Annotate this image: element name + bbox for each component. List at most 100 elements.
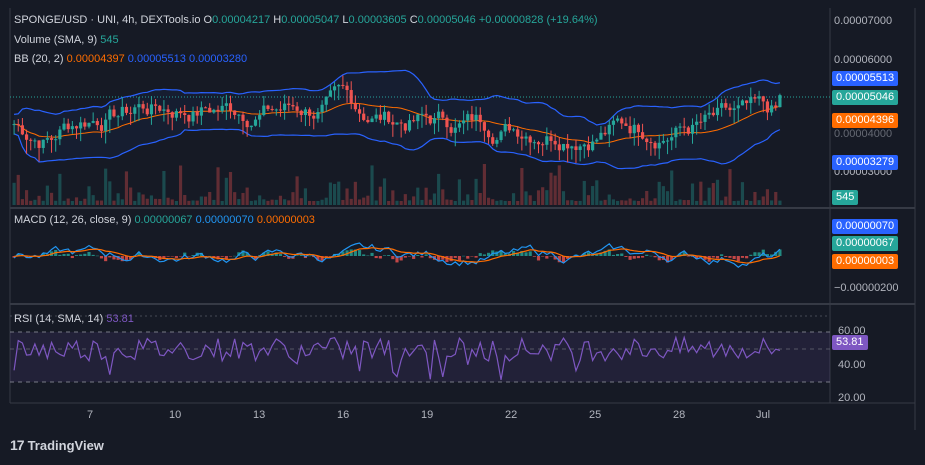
macd-hist-bar — [120, 256, 124, 262]
volume-bar — [478, 192, 482, 205]
candle-body — [574, 146, 578, 150]
macd-hist-bar — [711, 256, 715, 258]
rsi-legend[interactable]: RSI (14, SMA, 14) 53.81 — [14, 313, 134, 325]
candle-body — [582, 144, 586, 147]
volume-bar — [628, 198, 632, 205]
candle-body — [345, 85, 349, 91]
macd-hist-bar — [24, 256, 29, 258]
candle-body — [616, 118, 620, 121]
volume-bar — [295, 176, 299, 205]
volume-bar — [174, 200, 178, 205]
volume-bar — [149, 195, 154, 205]
candle-body — [91, 121, 95, 123]
candle-body — [120, 106, 124, 117]
volume-bar — [607, 194, 611, 205]
macd-hist-bar — [628, 256, 632, 260]
brand-footer[interactable]: 17 TradingView — [10, 437, 104, 453]
candle-body — [162, 109, 166, 111]
volume-bar — [445, 199, 449, 205]
volume-bar — [570, 200, 574, 205]
volume-bar — [58, 173, 62, 205]
date-tick: 16 — [337, 409, 350, 421]
macd-hist-bar — [353, 249, 357, 256]
volume-bar — [145, 198, 149, 205]
volume-bar — [245, 187, 249, 205]
candle-body — [241, 114, 245, 121]
macd-hist-bar — [407, 256, 412, 257]
candle-body — [353, 103, 357, 110]
candle-body — [79, 122, 83, 129]
candle-body — [349, 90, 353, 104]
macd-hist-bar — [374, 256, 378, 259]
macd-hist-bar — [412, 256, 416, 259]
candle-body — [341, 84, 345, 86]
macd-hist-bar — [428, 256, 432, 259]
candle-body — [474, 114, 478, 121]
volume-legend[interactable]: Volume (SMA, 9) 545 — [14, 34, 119, 46]
volume-bar — [24, 190, 29, 205]
volume-bar — [249, 200, 253, 205]
candle-body — [274, 109, 278, 111]
candle-body — [611, 120, 616, 125]
volume-bar — [599, 200, 603, 205]
bb-legend[interactable]: BB (20, 2) 0.00004397 0.00005513 0.00003… — [14, 53, 247, 65]
macd-hist-bar — [116, 256, 120, 260]
volume-bar — [274, 199, 278, 205]
candle-body — [83, 122, 87, 127]
volume-bar — [624, 200, 628, 205]
macd-hist-bar — [162, 256, 166, 259]
macd-signal-line — [14, 247, 781, 264]
macd-hist-bar — [308, 255, 312, 257]
volume-bar — [736, 200, 740, 205]
macd-hist-bar — [299, 254, 303, 256]
macd-hist-bar — [462, 255, 466, 257]
volume-bar — [453, 201, 457, 205]
volume-bar — [482, 163, 486, 205]
macd-hist-bar — [632, 256, 636, 259]
volume-bar — [416, 187, 420, 205]
candle-body — [29, 139, 33, 141]
high-label: H — [273, 14, 282, 26]
macd-legend[interactable]: MACD (12, 26, close, 9) 0.00000067 0.000… — [14, 214, 315, 226]
candle-body — [491, 137, 495, 144]
candle-body — [233, 110, 237, 115]
candle-body — [674, 127, 678, 138]
candle-body — [545, 136, 549, 145]
macd-hist-bar — [437, 256, 441, 262]
volume-bar — [424, 187, 428, 205]
macd-hist-bar — [104, 256, 108, 262]
macd-hist-bar — [382, 255, 387, 256]
volume-bar — [124, 171, 129, 205]
volume-bar — [332, 183, 337, 205]
volume-bar — [141, 194, 145, 205]
macd-hist-bar — [366, 255, 370, 257]
candle-body — [445, 117, 449, 128]
candle-body — [174, 111, 178, 118]
candle-body — [208, 107, 212, 113]
volume-bar — [441, 189, 445, 205]
macd-hist-bar — [570, 256, 574, 257]
volume-bar — [753, 191, 757, 205]
volume-bar — [278, 195, 283, 205]
macd-hist-bar — [516, 253, 520, 256]
candle-body — [711, 112, 715, 116]
candle-body — [54, 139, 58, 141]
macd-hist-bar — [370, 252, 374, 256]
volume-bar — [241, 192, 245, 205]
volume-bar — [33, 199, 37, 205]
volume-bar — [728, 169, 732, 205]
volume-bar — [83, 198, 87, 205]
macd-hist-bar — [549, 256, 553, 257]
volume-bar — [137, 192, 141, 205]
price-tick: 0.00004000 — [834, 128, 893, 140]
macd-hist-bar — [457, 256, 462, 261]
candle-body — [49, 138, 54, 140]
open-label: O — [203, 14, 213, 26]
candle-body — [516, 129, 520, 137]
low-value: 0.00003605 — [348, 14, 407, 26]
candle-body — [16, 124, 20, 126]
candle-body — [720, 103, 724, 108]
candle-body — [133, 107, 137, 114]
volume-bar — [341, 199, 345, 205]
